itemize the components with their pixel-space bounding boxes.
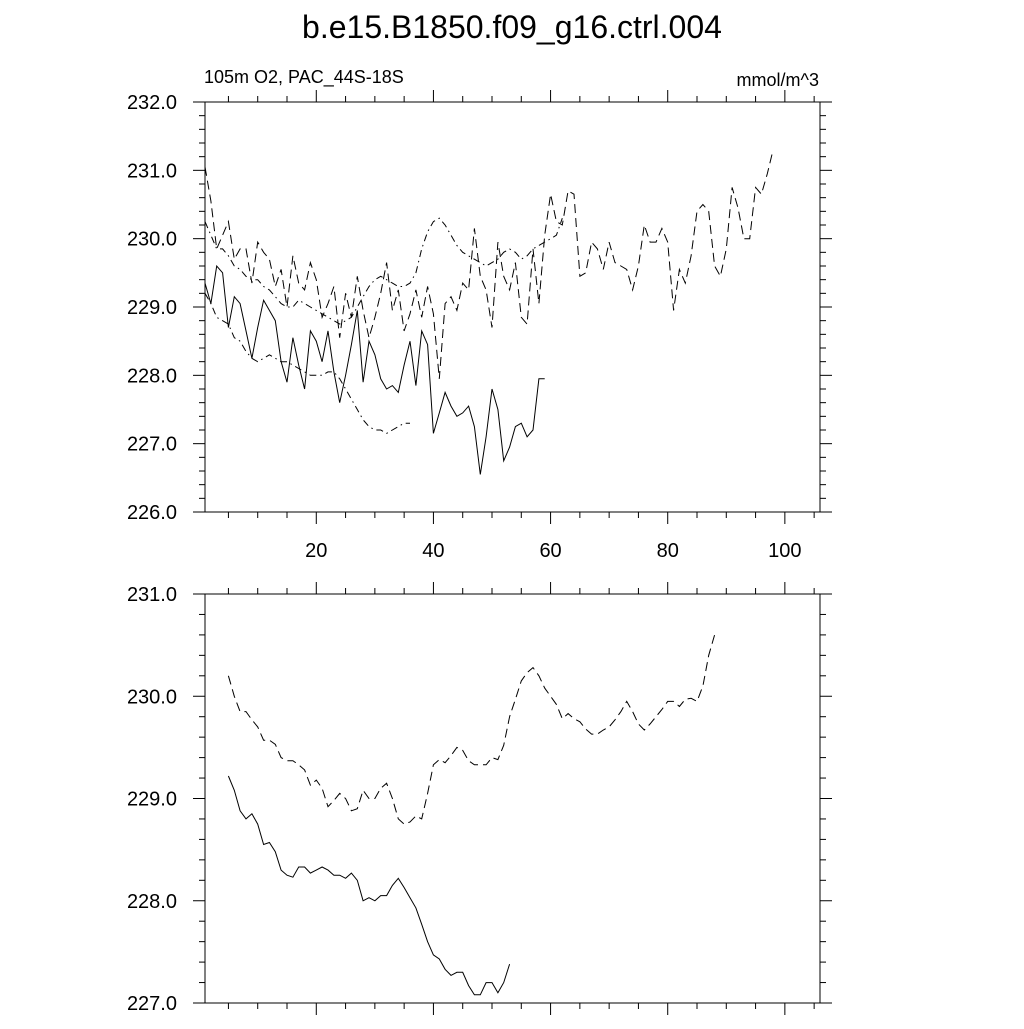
lower-y-tick-label: 227.0	[127, 993, 177, 1015]
upper-plot-frame	[204, 101, 821, 513]
upper-x-tick-label: 100	[768, 540, 801, 562]
lower-y-tick-label: 229.0	[127, 789, 177, 811]
upper-series-dashdot-3	[204, 217, 563, 325]
upper-y-tick-label: 227.0	[127, 434, 177, 456]
figure-title: b.e15.B1850.f09_g16.ctrl.004	[302, 9, 722, 45]
upper-y-tick-label: 228.0	[127, 365, 177, 387]
lower-series-solid-0	[227, 775, 511, 996]
upper-y-tick-label: 229.0	[127, 297, 177, 319]
upper-y-tick-label: 231.0	[127, 160, 177, 182]
upper-series-dashdot-2	[204, 293, 410, 434]
lower-y-tick-label: 230.0	[127, 686, 177, 708]
lower-plot: 227.0 228.0 229.0 230.0 231.0	[127, 582, 832, 1015]
lower-y-tick-label: 231.0	[127, 584, 177, 606]
lower-series-dash-1	[227, 634, 716, 825]
upper-plot: 105m O2, PAC_44S-18S mmol/m^3 20 40 60 80 10…	[127, 67, 832, 562]
upper-x-tick-label: 20	[305, 540, 327, 562]
upper-y-tick-label: 232.0	[127, 92, 177, 114]
lower-plot-frame	[204, 593, 821, 1004]
lower-y-tick-label: 228.0	[127, 891, 177, 913]
upper-x-tick-label: 60	[539, 540, 561, 562]
upper-plot-subtitle-left: 105m O2, PAC_44S-18S	[204, 67, 404, 88]
upper-x-tick-label: 40	[422, 540, 444, 562]
upper-x-tick-label: 80	[657, 540, 679, 562]
upper-y-tick-label: 230.0	[127, 229, 177, 251]
upper-series-dash-1	[204, 149, 774, 379]
upper-plot-units: mmol/m^3	[737, 70, 819, 90]
upper-series-solid-0	[204, 264, 545, 475]
upper-y-tick-label: 226.0	[127, 502, 177, 524]
